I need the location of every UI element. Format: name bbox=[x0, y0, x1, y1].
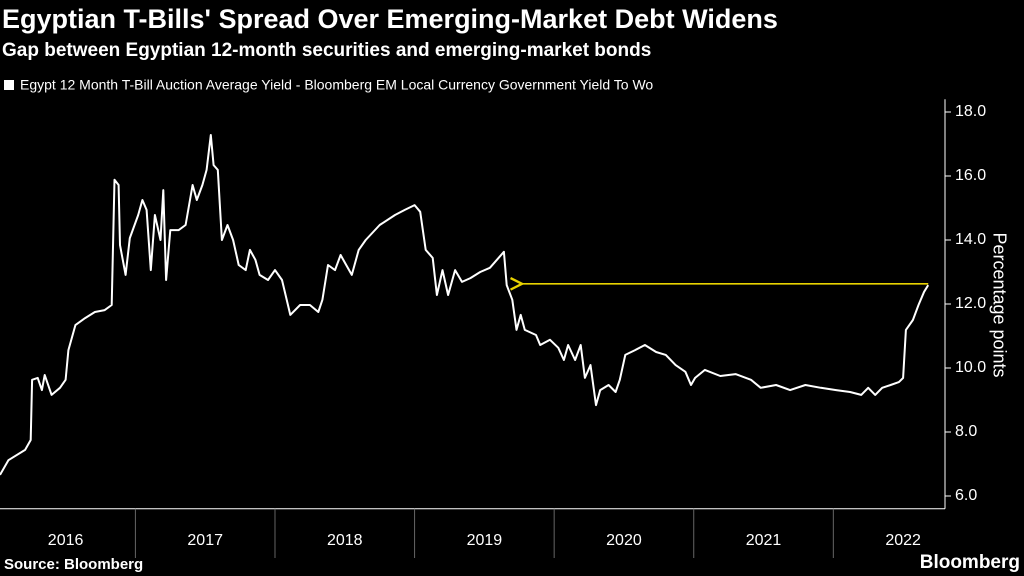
y-tick-label: 6.0 bbox=[955, 487, 977, 504]
y-tick-label: 14.0 bbox=[955, 231, 986, 248]
x-tick-label: 2020 bbox=[606, 532, 642, 549]
source: Source: Bloomberg bbox=[4, 556, 143, 573]
y-tick-label: 12.0 bbox=[955, 295, 986, 312]
chart-title: Egyptian T-Bills' Spread Over Emerging-M… bbox=[2, 4, 778, 34]
y-tick-label: 16.0 bbox=[955, 167, 986, 184]
x-tick-label: 2021 bbox=[746, 532, 782, 549]
chart-subtitle: Gap between Egyptian 12-month securities… bbox=[2, 40, 651, 61]
y-tick-label: 18.0 bbox=[955, 103, 986, 120]
y-axis-label: Percentage points bbox=[989, 232, 1009, 377]
x-tick-label: 2022 bbox=[885, 532, 921, 549]
y-tick-label: 10.0 bbox=[955, 359, 986, 376]
logo: Bloomberg bbox=[920, 552, 1020, 573]
y-tick-label: 8.0 bbox=[955, 423, 977, 440]
legend-swatch bbox=[4, 80, 14, 90]
series-line bbox=[0, 134, 930, 476]
x-tick-label: 2017 bbox=[187, 532, 223, 549]
x-tick-label: 2018 bbox=[327, 532, 363, 549]
legend-label: Egypt 12 Month T-Bill Auction Average Yi… bbox=[20, 77, 653, 93]
x-tick-label: 2016 bbox=[48, 532, 84, 549]
x-tick-label: 2019 bbox=[467, 532, 503, 549]
